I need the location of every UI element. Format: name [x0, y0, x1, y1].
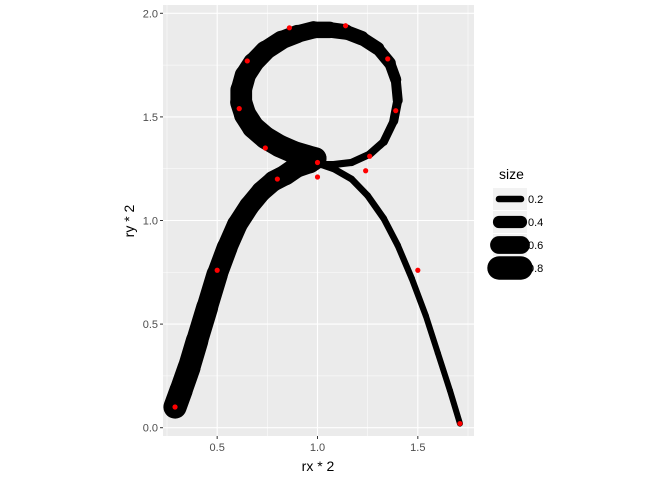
data-point: [314, 159, 321, 166]
data-point: [172, 404, 178, 410]
y-tick-label: 1.5: [143, 112, 158, 124]
data-point: [286, 25, 293, 31]
data-point: [342, 23, 349, 29]
path-segment: [446, 387, 463, 427]
path-segment: [408, 275, 429, 319]
data-point: [385, 56, 391, 62]
x-axis: 0.5 1.0 1.5: [210, 436, 425, 454]
path-segment: [380, 215, 401, 249]
data-point: [367, 153, 373, 159]
data-point: [314, 174, 321, 180]
data-point: [274, 176, 280, 182]
data-point: [244, 58, 250, 64]
x-tick-label: 0.5: [210, 442, 225, 454]
data-point: [236, 106, 242, 112]
legend-title: size: [499, 166, 524, 182]
x-axis-title: rx * 2: [302, 458, 335, 474]
y-tick-label: 2.0: [143, 8, 158, 20]
x-tick-label: 1.0: [310, 442, 325, 454]
legend-label: 0.6: [528, 240, 543, 252]
y-axis-title: ry * 2: [121, 204, 137, 237]
y-tick-label: 1.0: [143, 216, 158, 228]
data-point: [363, 168, 369, 174]
path-segment: [434, 350, 453, 394]
data-point: [393, 108, 399, 114]
point-layer: [172, 23, 463, 427]
path-segment: [394, 242, 415, 282]
size-legend: size 0.2 0.4 0.6 0.8: [487, 166, 543, 280]
legend-label: 0.8: [528, 263, 543, 275]
y-axis: 0.0 0.5 1.0 1.5 2.0: [143, 8, 163, 435]
path-layer: [163, 21, 463, 427]
path-segment: [348, 175, 371, 199]
path-segment: [422, 312, 441, 357]
y-tick-label: 0.5: [143, 319, 158, 331]
data-point: [262, 145, 268, 151]
data-point: [415, 267, 421, 273]
data-point: [457, 420, 463, 427]
y-tick-label: 0.0: [143, 423, 158, 435]
legend-label: 0.4: [528, 217, 543, 229]
x-tick-label: 1.5: [410, 442, 425, 454]
grid-major: [163, 5, 474, 436]
legend-label: 0.2: [528, 194, 543, 206]
data-point: [214, 267, 220, 273]
path-segment: [364, 192, 388, 222]
path-segment: [330, 165, 355, 183]
